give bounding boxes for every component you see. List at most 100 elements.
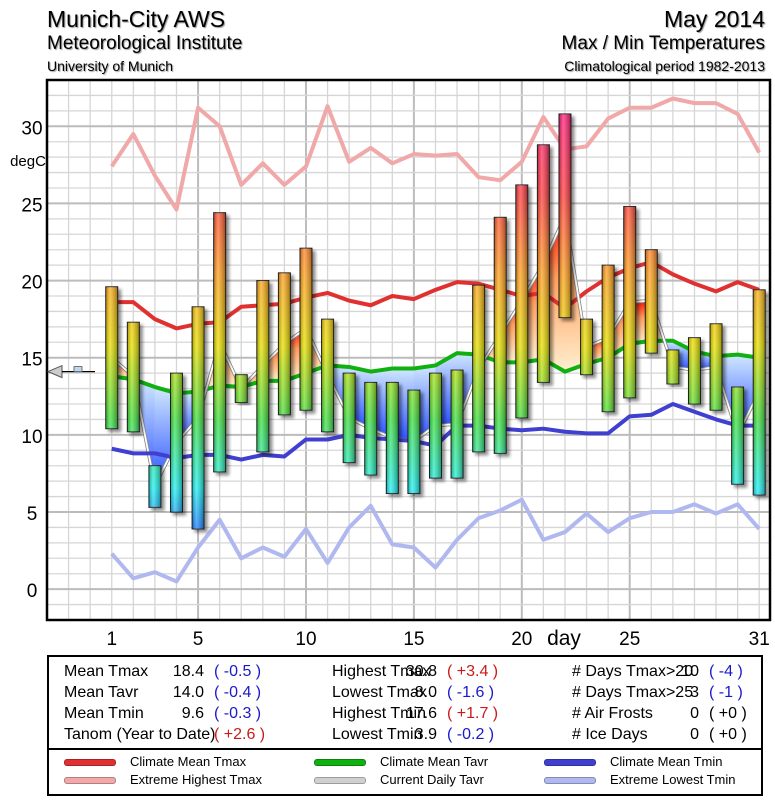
stat-anomaly: ( -0.5 ) — [214, 663, 262, 680]
bar-shine — [580, 319, 593, 375]
temperature-bar — [148, 465, 162, 508]
stat-anomaly: ( +2.6 ) — [214, 726, 266, 743]
legend-label: Current Daily Tavr — [380, 772, 484, 787]
bar-shine — [105, 286, 118, 429]
x-tick-label: 10 — [295, 629, 316, 650]
x-tick-label: 25 — [619, 629, 640, 650]
stat-value: 3 — [690, 684, 699, 701]
bar-shine — [235, 374, 248, 403]
stat-label: Mean Tmin — [64, 705, 144, 722]
temperature-bar — [709, 323, 723, 411]
bar-shine — [364, 382, 377, 475]
climatology-label: Climatological period 1982-2013 — [564, 58, 765, 74]
temperature-bar — [321, 318, 335, 433]
temperature-bar — [256, 280, 270, 453]
stat-anomaly: ( -0.3 ) — [214, 705, 262, 722]
grid — [46, 79, 770, 621]
bar-shine — [451, 370, 464, 479]
temperature-bar — [731, 386, 745, 485]
bar-shine — [515, 184, 528, 418]
stat-label: Mean Tmax — [64, 663, 149, 680]
stat-label: Lowest Tmax — [332, 684, 427, 701]
temperature-bar — [191, 306, 205, 530]
bar-shine — [278, 272, 291, 415]
temperature-bar — [277, 272, 291, 416]
stat-anomaly: ( +0 ) — [709, 705, 747, 722]
marker-box — [73, 366, 83, 373]
stat-value: 3.9 — [414, 726, 437, 743]
x-tick-label: 31 — [749, 629, 770, 650]
arrow-left-icon — [46, 364, 63, 379]
bar-shine — [321, 319, 334, 432]
bar-shine — [537, 144, 550, 383]
bar-shine — [558, 113, 571, 318]
legend: Climate Mean Tmax Extreme Highest Tmax Cli… — [47, 748, 763, 796]
stat-anomaly: ( -1.6 ) — [447, 684, 495, 701]
temperature-bar — [428, 372, 442, 479]
x-tick-label: 1 — [106, 629, 117, 650]
bar-shine — [753, 289, 766, 496]
bar-shine — [429, 373, 442, 479]
temperature-bar — [601, 264, 615, 413]
legend-item: Extreme Highest Tmax — [64, 772, 262, 787]
temperature-bar — [687, 337, 701, 405]
bar-shine — [127, 322, 140, 432]
extreme-lowest-tmin-line — [110, 497, 761, 584]
legend-label: Extreme Highest Tmax — [130, 772, 262, 787]
legend-swatch — [64, 777, 116, 785]
chart-title: Max / Min Temperatures — [561, 33, 765, 54]
period-title: May 2014 — [663, 6, 765, 32]
temperature-bar — [450, 369, 464, 479]
bar-shine — [494, 217, 507, 454]
bar-shine — [299, 248, 312, 411]
bar-shine — [602, 265, 615, 412]
bar-shine — [731, 387, 744, 485]
temperature-bar — [105, 286, 119, 430]
bar-shine — [710, 323, 723, 411]
stat-label: Tanom (Year to Date) — [64, 726, 216, 743]
stat-anomaly: ( -4 ) — [709, 663, 743, 680]
stat-value: 18.4 — [172, 663, 204, 680]
statistics-panel: Mean Tmax 18.4 ( -0.5 ) Mean Tavr 14.0 ( -0.4… — [47, 655, 763, 750]
stat-label: Mean Tavr — [64, 684, 139, 701]
stat-value: 10 — [681, 663, 699, 680]
stat-value: 9.6 — [181, 705, 204, 722]
legend-label: Climate Mean Tavr — [380, 754, 489, 769]
bar-shine — [666, 350, 679, 384]
bar-shine — [623, 206, 636, 398]
temperature-bar — [299, 247, 313, 411]
y-tick-label: 25 — [21, 195, 42, 216]
tanom-marker — [46, 364, 95, 379]
stat-value: 17.6 — [405, 705, 437, 722]
x-tick-label: 15 — [403, 629, 424, 650]
university-label: University of Munich — [47, 58, 174, 74]
stat-label: Highest Tmin — [332, 705, 426, 722]
stat-label: # Days Tmax>20 — [572, 663, 694, 680]
temperature-bar — [623, 206, 637, 399]
bar-shine — [170, 373, 183, 512]
legend-item: Extreme Lowest Tmin — [544, 772, 735, 787]
stat-label: # Ice Days — [572, 726, 648, 743]
y-tick-label: 30 — [21, 118, 42, 139]
bar-shine — [213, 212, 226, 472]
stat-anomaly: ( +1.7 ) — [447, 705, 499, 722]
legend-swatch — [64, 759, 116, 767]
stat-value: 0 — [690, 705, 699, 722]
station-title: Munich-City AWS — [47, 6, 226, 32]
plot-frame — [45, 78, 772, 622]
stat-label: Highest Tmax — [332, 663, 431, 680]
temperature-bar — [407, 389, 421, 494]
x-tick-label: 20 — [511, 629, 532, 650]
bar-shine — [407, 390, 420, 494]
bar-shine — [192, 306, 205, 529]
bar-shine — [256, 280, 269, 452]
institute-subtitle: Meteorological Institute — [47, 33, 243, 54]
stat-anomaly: ( -0.4 ) — [214, 684, 262, 701]
temperature-bar — [644, 249, 658, 354]
stat-value: 0 — [690, 726, 699, 743]
legend-swatch — [544, 777, 596, 785]
legend-swatch — [544, 759, 596, 767]
legend-label: Climate Mean Tmax — [130, 754, 247, 769]
stat-anomaly: ( -0.2 ) — [447, 726, 495, 743]
